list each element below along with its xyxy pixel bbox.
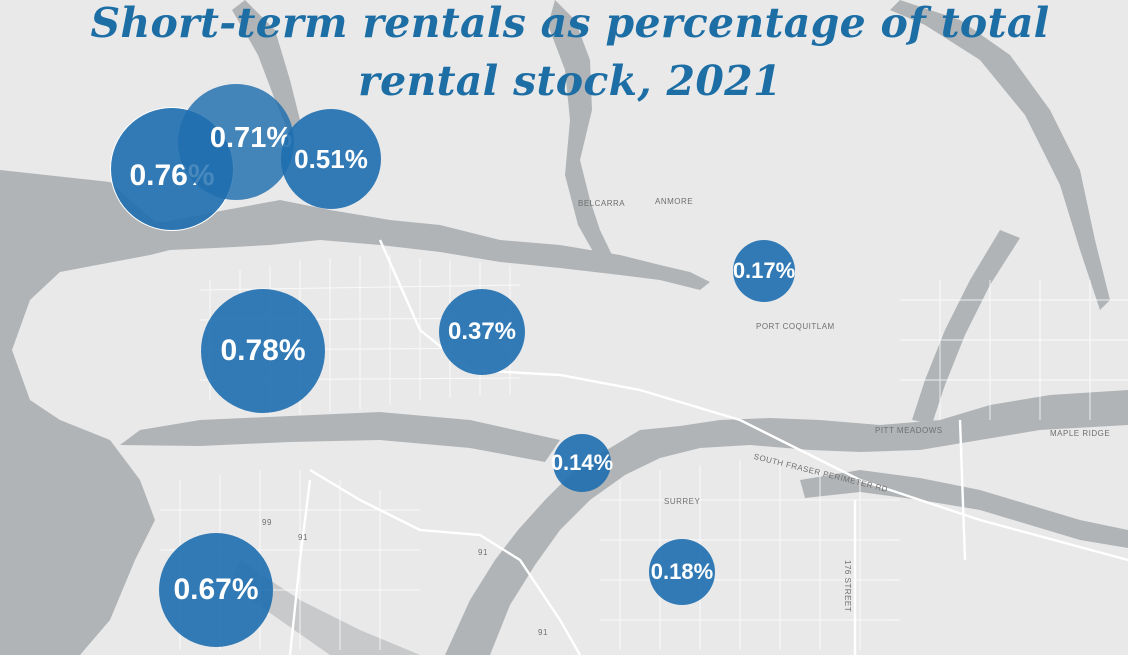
route-marker-99: 99 <box>262 518 272 527</box>
highways <box>288 239 1128 655</box>
marker-richmond-label: 0.67% <box>173 573 259 606</box>
route-marker-91: 91 <box>538 628 548 637</box>
marker-surrey: 0.18% <box>649 539 715 605</box>
map-title-line-1: Short-term rentals as percentage of tota… <box>90 0 1050 47</box>
place-label-176-street: 176 STREET <box>843 560 852 613</box>
place-label-belcarra: BELCARRA <box>578 199 626 208</box>
marker-north-vancouver-district-label: 0.71% <box>209 121 293 154</box>
marker-surrey-label: 0.18% <box>650 559 714 584</box>
marker-port-coquitlam-label: 0.17% <box>732 258 796 283</box>
route-marker-91: 91 <box>478 548 488 557</box>
place-label-maple-ridge: MAPLE RIDGE <box>1050 429 1111 438</box>
marker-north-vancouver-district: 0.71% <box>178 84 294 200</box>
marker-north-vancouver-city-label: 0.51% <box>294 144 368 174</box>
marker-richmond: 0.67% <box>159 533 273 647</box>
marker-burnaby: 0.37% <box>439 289 525 375</box>
route-marker-91: 91 <box>298 533 308 542</box>
marker-vancouver: 0.78% <box>201 289 325 413</box>
marker-north-vancouver-city: 0.51% <box>281 109 381 209</box>
place-label-anmore: ANMORE <box>655 197 694 206</box>
map-title-line-2: rental stock, 2021 <box>358 57 782 105</box>
marker-new-westminster-label: 0.14% <box>550 450 614 475</box>
marker-burnaby-label: 0.37% <box>447 318 517 345</box>
marker-new-westminster: 0.14% <box>550 434 614 492</box>
place-label-pitt-meadows: PITT MEADOWS <box>875 426 943 435</box>
place-label-surrey: SURREY <box>664 497 701 506</box>
marker-port-coquitlam: 0.17% <box>733 240 795 302</box>
place-label-port-coquitlam: PORT COQUITLAM <box>756 322 835 331</box>
marker-vancouver-label: 0.78% <box>220 334 306 367</box>
